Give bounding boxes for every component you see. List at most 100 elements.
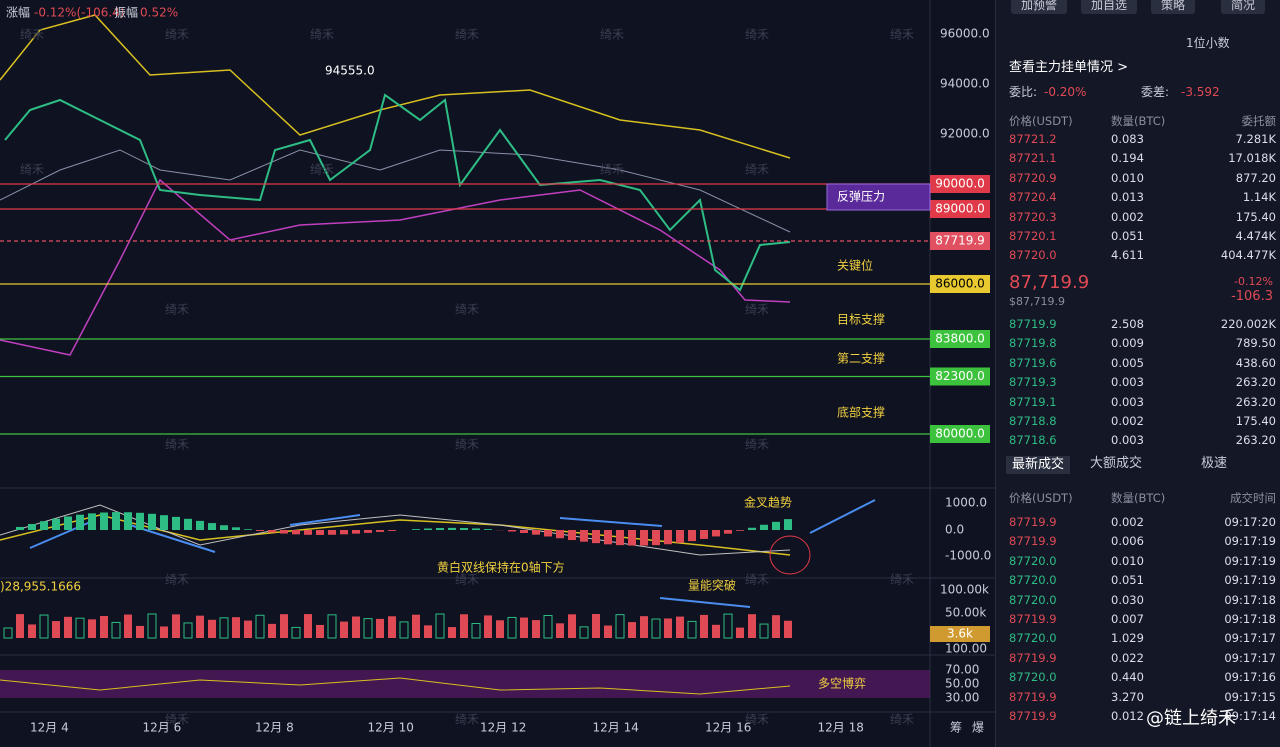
vol-bar — [111, 621, 121, 639]
macd-bar — [220, 525, 228, 530]
order-panel: 加预警 加自选 策略 简况 1位小数 查看主力挂单情况 > 委比: -0.20% 委差: -3.5… — [995, 0, 1280, 747]
circle-mark — [769, 535, 811, 575]
macd-bar — [676, 530, 684, 543]
macd-bar — [316, 530, 324, 535]
watermark: 绮禾 — [455, 303, 479, 317]
button[interactable]: 简况 — [1221, 0, 1266, 14]
bid-cell: 87719.3 — [1009, 375, 1057, 390]
macd-bar — [304, 530, 312, 535]
last-chg: -106.3 — [1231, 289, 1273, 304]
vol-bar — [592, 614, 600, 638]
trade-cell: 87720.0 — [1009, 573, 1057, 588]
trade-cell: 87720.0 — [1009, 553, 1057, 568]
last-usd: $87,719.9 — [1009, 295, 1065, 308]
watermark: 绮禾 — [600, 163, 624, 177]
high-label: 94555.0 — [325, 64, 375, 78]
macd-bar — [772, 521, 780, 530]
vol-bar — [568, 614, 576, 638]
vol-bar — [196, 615, 204, 638]
vol-bar — [100, 615, 108, 638]
vol-bar — [772, 615, 780, 638]
main-orders-link[interactable]: 查看主力挂单情况 > — [1009, 60, 1129, 75]
macd-bar — [592, 530, 600, 544]
trade-header: 成交时间 — [1230, 491, 1276, 505]
ask-cell: 7.281K — [1235, 132, 1276, 146]
date-label: 12月 12 — [480, 721, 526, 735]
vol-bar — [160, 626, 168, 638]
tab[interactable]: 最新成交 — [1006, 456, 1071, 474]
ratio: -0.20% — [1044, 85, 1087, 99]
price-line — [4, 93, 791, 292]
rsi-tick-label: 100.00 — [945, 642, 987, 656]
rsi-tick-label: 50.00 — [945, 677, 979, 691]
macd-bar — [760, 524, 768, 530]
bid-cell: 263.20 — [1235, 394, 1276, 409]
trade-cell: 87720.0 — [1009, 592, 1057, 607]
vol-bar — [532, 620, 540, 638]
ask-cell: 87720.9 — [1009, 170, 1057, 185]
macd-bar — [604, 530, 612, 545]
vol-bar — [124, 614, 132, 638]
macd-bar — [292, 530, 300, 535]
vol-bar — [628, 622, 636, 638]
trade-cell: 09:17:19 — [1224, 573, 1276, 588]
watermark: 绮禾 — [745, 303, 769, 317]
button[interactable]: 策略 — [1151, 0, 1196, 14]
toggle[interactable]: 极速 — [1201, 456, 1228, 471]
vol-bar — [496, 620, 504, 638]
macd-bar — [256, 530, 264, 531]
vol-bar — [268, 623, 276, 638]
trade-cell: 87720.0 — [1009, 670, 1057, 685]
trade-cell: 09:17:17 — [1224, 650, 1276, 665]
bid-cell: 0.003 — [1111, 375, 1144, 390]
watermark: 绮禾 — [745, 713, 769, 727]
vol-bar — [507, 616, 517, 639]
watermark: 绮禾 — [745, 163, 769, 177]
watermark: 绮禾 — [310, 163, 334, 177]
vol-bar — [352, 616, 360, 638]
ask-cell: 1.14K — [1242, 190, 1276, 205]
macd-dif — [0, 504, 791, 556]
trade-cell: 0.022 — [1111, 650, 1144, 665]
level-label: 87719.9 — [935, 234, 985, 248]
tab[interactable]: 大额成交 — [1090, 456, 1143, 471]
vol-bar — [255, 614, 265, 639]
depth-select[interactable]: 1位小数 — [1186, 36, 1230, 50]
date-label: 12月 10 — [368, 721, 414, 735]
trade-cell: 87719.9 — [1009, 709, 1057, 723]
macd-bar — [16, 526, 24, 530]
bid-cell: 87719.1 — [1009, 394, 1057, 409]
annotation: 量能突破 — [688, 578, 736, 593]
stat-label: 振幅 — [114, 5, 138, 20]
ratio-label: 委比: — [1009, 85, 1038, 99]
ask-cell: 87720.4 — [1009, 190, 1057, 205]
macd-bar — [568, 530, 576, 541]
vol-bar — [748, 614, 756, 638]
date-label: 12月 6 — [143, 721, 182, 735]
trade-cell: 0.002 — [1111, 515, 1144, 529]
ask-cell: 0.010 — [1111, 170, 1144, 185]
mid-band — [0, 149, 791, 233]
watermark: 绮禾 — [165, 28, 189, 42]
button[interactable]: 加预警 — [1011, 0, 1068, 14]
diff-label: 委差: — [1141, 85, 1170, 99]
vol-bar — [172, 614, 180, 638]
note-box — [826, 183, 931, 211]
level-tag — [930, 367, 990, 386]
macd-bar — [28, 523, 36, 530]
bid-cell: 263.20 — [1235, 433, 1276, 448]
ask-cell: 0.083 — [1111, 132, 1144, 146]
vol-bar — [219, 617, 229, 639]
button[interactable]: 加自选 — [1081, 0, 1138, 14]
ask-cell: 0.051 — [1111, 229, 1144, 243]
macd-bar — [556, 530, 564, 539]
macd-bar — [424, 528, 432, 530]
level-label: 89000.0 — [935, 202, 985, 216]
watermark: 绮禾 — [745, 28, 769, 42]
stat-label: 涨幅 — [6, 5, 30, 20]
level-tag — [930, 232, 990, 251]
watermark: 绮禾 — [745, 438, 769, 452]
vol-bar — [16, 614, 24, 638]
watermark: 绮禾 — [890, 713, 914, 727]
bid-cell: 263.20 — [1235, 375, 1276, 390]
